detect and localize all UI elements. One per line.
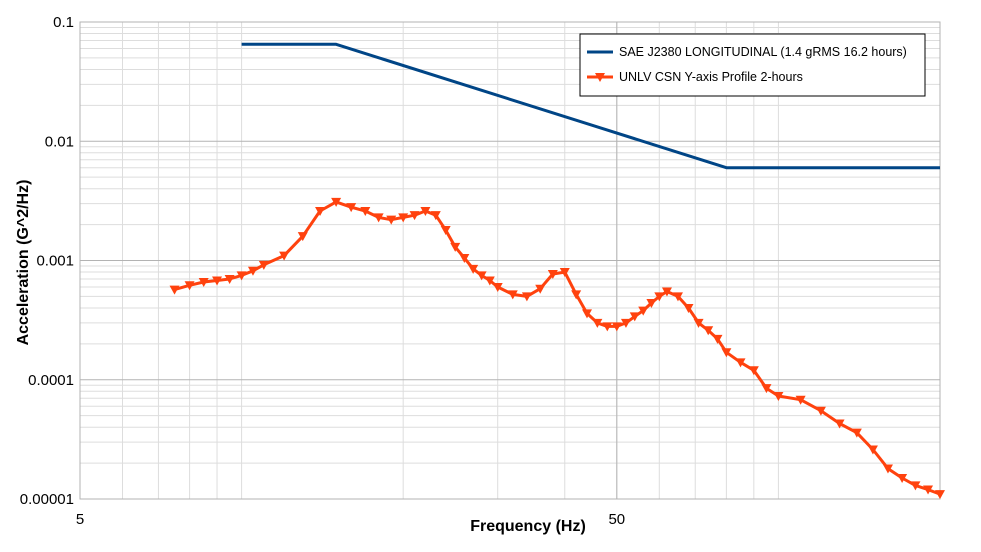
series-1-point (360, 207, 371, 217)
series-1-point (773, 392, 784, 402)
series-1-point (834, 419, 845, 429)
series-1-point (236, 271, 247, 281)
series-1-point (386, 215, 397, 225)
x-axis-title: Frequency (Hz) (470, 518, 586, 535)
series-1-point (476, 271, 487, 281)
series-1-point (535, 284, 546, 294)
series-1-point (602, 322, 613, 332)
series-1-point (629, 312, 640, 322)
series-1-point (897, 474, 908, 484)
legend-label-unlv: UNLV CSN Y-axis Profile 2-hours (619, 70, 803, 84)
series-1-point (761, 384, 772, 394)
series-1-point (611, 322, 622, 332)
x-tick-label: 5 (76, 511, 84, 528)
series-line-0 (241, 42, 940, 170)
series-1-point (492, 282, 503, 292)
series-1-point (398, 213, 409, 223)
series-1-point (654, 292, 665, 302)
series-1-point (420, 207, 431, 217)
series-1-point (672, 292, 683, 302)
legend-box (579, 33, 926, 97)
series-line-1 (174, 200, 941, 496)
series-1-point (279, 251, 290, 261)
series-1-point (721, 348, 732, 358)
series-1-point (440, 226, 451, 236)
series-1-point (184, 281, 195, 291)
series-1-point (297, 232, 308, 242)
legend: SAE J2380 LONGITUDINAL (1.4 gRMS 16.2 ho… (579, 33, 926, 97)
series-1-point (638, 306, 649, 316)
legend-label-sae: SAE J2380 LONGITUDINAL (1.4 gRMS 16.2 ho… (619, 45, 907, 59)
minor-gridlines (80, 22, 940, 499)
series-1-point (582, 309, 593, 319)
series-1-point (373, 213, 384, 223)
series-1-point (712, 334, 723, 344)
series-1-point (169, 285, 180, 295)
series-1-point (212, 276, 223, 286)
series-layer (169, 42, 945, 500)
y-axis-tick-labels: 0.1 0.01 0.001 0.0001 0.00001 (20, 14, 74, 508)
series-1-point (795, 395, 806, 405)
y-axis-title: Acceleration (G^2/Hz) (15, 180, 32, 346)
series-1-point (247, 266, 258, 276)
series-1-point (430, 211, 441, 221)
series-1-point (592, 318, 603, 328)
series-1-point (571, 290, 582, 300)
series-1-point (315, 207, 326, 217)
series-1-point (620, 318, 631, 328)
x-tick-label: 50 (608, 511, 625, 528)
series-1-point (748, 366, 759, 376)
series-1-point (735, 358, 746, 368)
series-1-point (815, 406, 826, 416)
series-1-point (198, 278, 209, 288)
series-1-point (331, 197, 342, 207)
series-1-point (683, 303, 694, 313)
series-1-point (923, 485, 934, 495)
series-1-point (507, 290, 518, 300)
series-1-point (224, 274, 235, 284)
series-1-point (693, 318, 704, 328)
legend-marker-unlv (595, 73, 605, 82)
x-axis-tick-labels: 5 50 (76, 511, 625, 528)
y-tick-label: 0.001 (36, 253, 74, 270)
series-1-point (661, 287, 672, 297)
series-1-point (559, 268, 570, 278)
series-1-point (258, 260, 269, 270)
series-1-point (484, 276, 495, 286)
plot-frame (79, 21, 941, 500)
series-1-point (468, 264, 479, 274)
series-1-point (851, 428, 862, 438)
series-1-point (409, 211, 420, 221)
series-1-point (910, 481, 921, 491)
series-1-point (346, 203, 357, 213)
y-tick-label: 0.01 (45, 133, 74, 150)
series-1-point (521, 292, 532, 302)
series-1-point (450, 242, 461, 252)
series-1-point (935, 490, 945, 500)
series-1-point (547, 270, 558, 280)
y-tick-label: 0.00001 (20, 491, 74, 508)
series-1-point (703, 326, 714, 336)
y-tick-label: 0.0001 (28, 372, 74, 389)
y-tick-label: 0.1 (53, 14, 74, 31)
series-1-point (646, 299, 657, 309)
series-1-point (459, 253, 470, 263)
series-1-point (882, 464, 893, 474)
series-1-point (867, 445, 878, 455)
